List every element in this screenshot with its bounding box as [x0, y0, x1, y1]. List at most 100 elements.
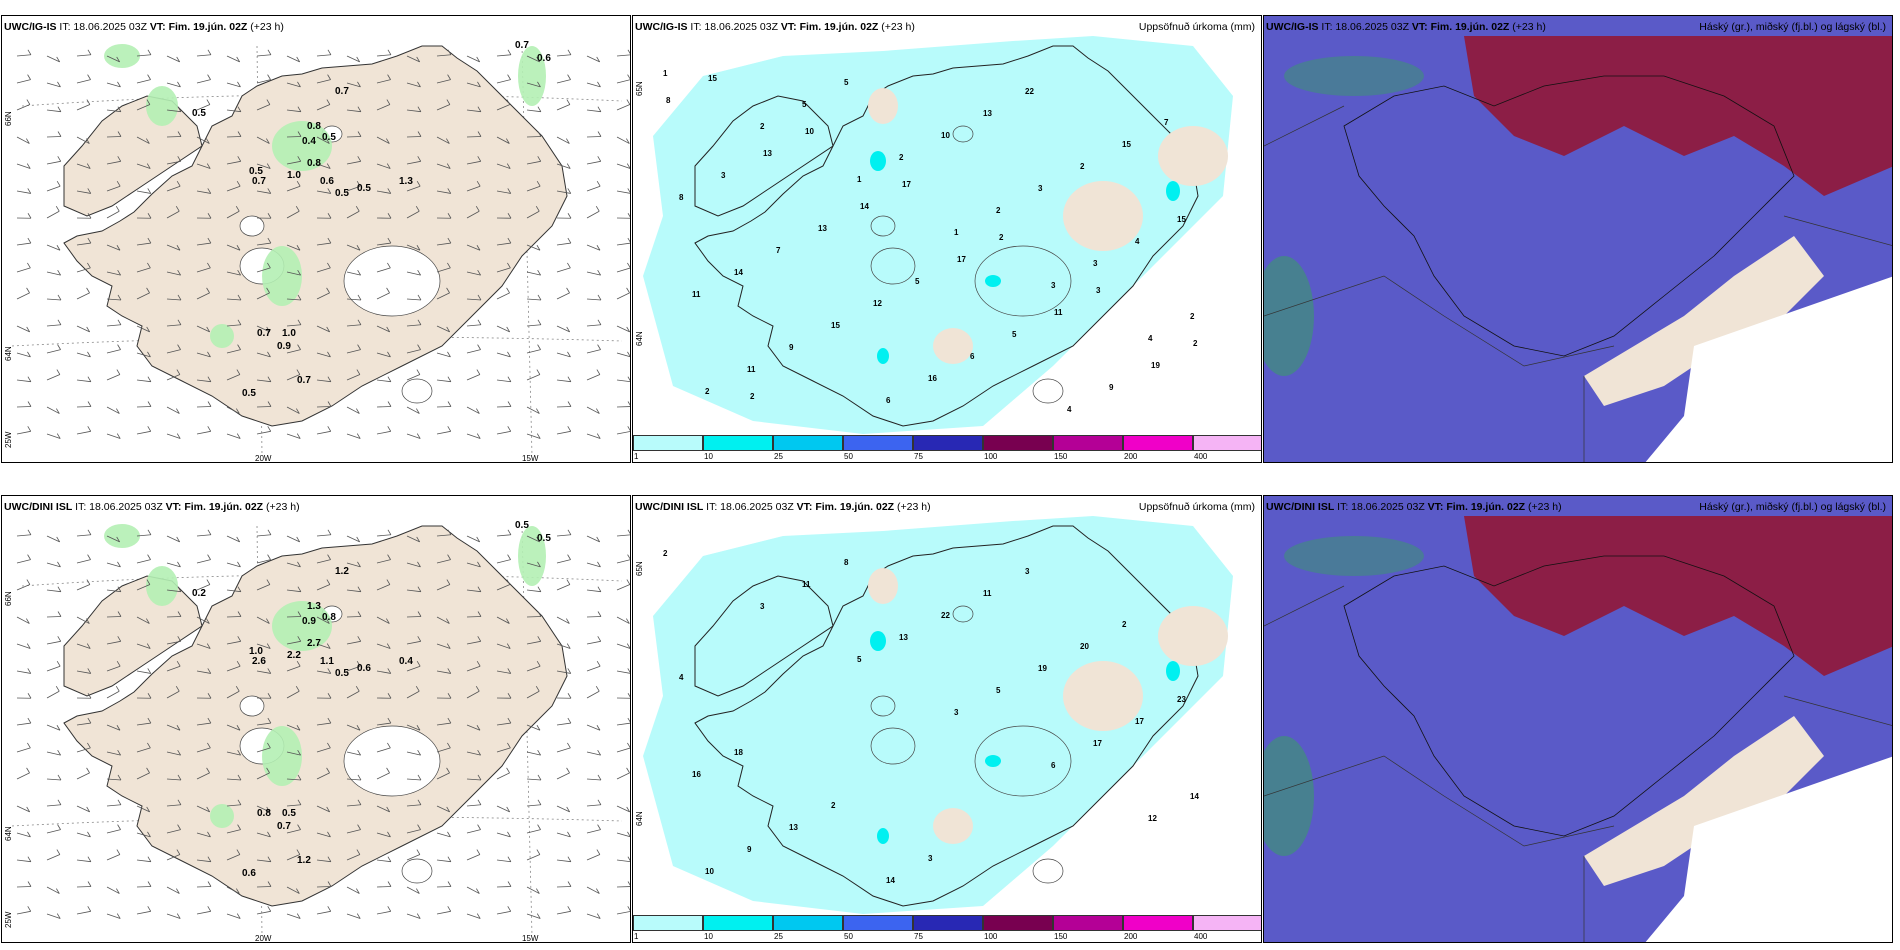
precip-value-label: 10: [805, 127, 814, 136]
wind-barb: [226, 913, 241, 919]
gust-value-label: 0.9: [277, 341, 291, 352]
wind-barb: [26, 99, 31, 105]
wind-barb: [106, 913, 121, 919]
wind-barb: [206, 767, 210, 774]
wind-barb: [586, 589, 601, 593]
wind-barb: [466, 406, 480, 414]
wind-barb: [387, 856, 392, 862]
wind-barb: [376, 559, 391, 564]
wind-barb: [526, 185, 541, 192]
wind-barb: [616, 747, 630, 753]
wind-barb: [226, 724, 241, 731]
wind-barb: [357, 586, 362, 592]
wind-barb: [496, 616, 510, 624]
wind-barb: [436, 832, 451, 838]
wind-barb: [476, 725, 481, 731]
wind-barb: [46, 535, 60, 543]
panel-product-title: Uppsöfnuð úrkoma (mm): [1138, 501, 1255, 513]
glacier-outline: [974, 245, 1072, 317]
wind-barb: [117, 799, 122, 805]
wind-barb: [136, 747, 151, 753]
wind-barb: [56, 433, 61, 439]
wind-barb: [496, 242, 511, 246]
wind-barb: [357, 561, 361, 568]
wind-barb: [436, 104, 451, 111]
wind-barb: [56, 369, 61, 375]
wind-barb: [496, 267, 511, 273]
wind-barb: [106, 690, 120, 699]
wind-barb: [477, 799, 482, 805]
wind-barb: [597, 586, 602, 592]
wind-barb: [226, 210, 240, 219]
wind-barb: [346, 406, 360, 414]
wind-barb: [286, 185, 301, 192]
wind-barb: [226, 640, 241, 645]
wind-barb: [567, 188, 572, 194]
wind-barb: [386, 643, 391, 649]
wind-barb: [566, 767, 570, 774]
wind-barb: [196, 352, 211, 358]
wind-barb: [86, 643, 91, 649]
wind-barb: [226, 535, 240, 543]
wind-barb: [237, 81, 241, 88]
wind-barb: [196, 79, 211, 84]
wind-barb: [536, 849, 541, 855]
wind-barb: [316, 163, 331, 169]
wind-barb: [626, 643, 630, 649]
wind-barb: [387, 693, 392, 699]
colorbar-swatch: [1193, 435, 1261, 451]
wind-barb: [477, 586, 482, 592]
wind-barb: [316, 534, 331, 537]
wind-barb: [27, 717, 32, 724]
wind-barb: [196, 772, 210, 780]
wind-barb: [316, 267, 331, 273]
wind-barb: [296, 725, 301, 731]
colorbar-tick-label: 200: [1124, 932, 1138, 941]
wind-barb: [286, 724, 301, 731]
wind-barb: [387, 554, 391, 560]
gust-value-label: 1.0: [282, 328, 296, 339]
wind-barb: [447, 426, 452, 432]
panel-header: UWC/DINI ISL IT: 18.06.2025 03Z VT: Fim.…: [4, 501, 300, 513]
wind-barb: [346, 589, 361, 593]
colorbar-swatch: [913, 915, 983, 931]
wind-barb: [586, 406, 600, 414]
glacier-outline: [239, 215, 265, 237]
high-cloud-area: [1464, 36, 1892, 196]
wind-barb: [326, 163, 331, 169]
wind-barb: [26, 806, 31, 813]
wind-barb: [386, 767, 390, 774]
wind-barb: [556, 643, 571, 649]
precip-value-label: 5: [857, 655, 862, 664]
wind-barb: [346, 913, 361, 919]
wind-barb: [586, 535, 600, 543]
glacier-outline: [401, 378, 433, 404]
wind-barb: [316, 772, 330, 780]
model-name: UWC/DINI ISL: [4, 501, 73, 513]
wind-barb: [226, 160, 241, 165]
wind-barb: [626, 806, 630, 813]
wind-barb: [297, 799, 302, 805]
wind-barb: [57, 344, 61, 350]
wind-barb: [46, 829, 61, 834]
gust-value-label: 0.5: [249, 166, 263, 177]
wind-barb: [386, 326, 391, 333]
wind-barb: [357, 749, 361, 756]
wind-barb: [446, 643, 451, 649]
wind-barb: [357, 319, 362, 325]
wind-barb: [586, 562, 601, 568]
wind-barb: [346, 244, 361, 251]
wind-barb: [477, 156, 482, 162]
wind-barb: [16, 747, 31, 753]
colorbar-tick-label: 25: [774, 452, 783, 461]
wind-barb: [136, 54, 151, 57]
wind-barb: [597, 611, 602, 617]
wind-barb: [136, 242, 151, 246]
wind-barb: [46, 640, 61, 645]
wind-barb: [506, 138, 510, 144]
wind-barb: [535, 206, 540, 212]
colorbar-swatch: [633, 435, 703, 451]
wind-barb: [46, 109, 61, 113]
wind-barb: [496, 832, 511, 838]
wind-barb: [166, 690, 180, 699]
